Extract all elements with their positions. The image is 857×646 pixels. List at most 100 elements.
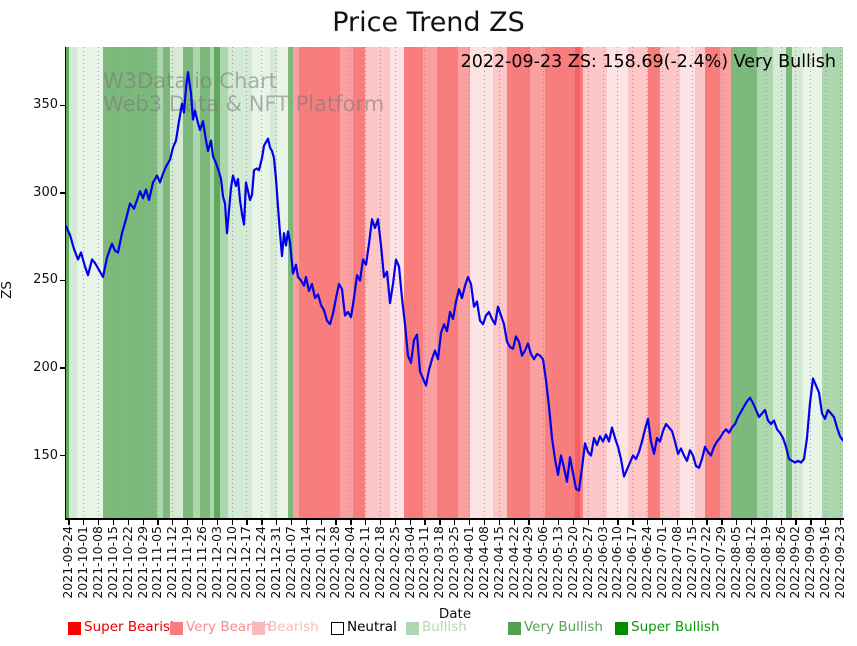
- y-tick-mark: [60, 279, 65, 282]
- x-tick-mark: [350, 520, 352, 525]
- x-tick-mark: [691, 520, 693, 525]
- gridline: [617, 47, 619, 518]
- sentiment-band: [200, 47, 210, 518]
- gridline: [424, 47, 426, 518]
- x-tick-mark: [424, 520, 426, 525]
- legend-swatch: [252, 622, 265, 635]
- sentiment-band: [193, 47, 200, 518]
- y-tick-mark: [60, 367, 65, 369]
- gridline: [68, 47, 70, 518]
- gridline: [513, 47, 515, 518]
- sentiment-band: [545, 47, 575, 518]
- gridline: [216, 47, 218, 518]
- x-tick-label: 2021-10-15: [104, 526, 120, 599]
- x-tick-label: 2022-01-14: [297, 526, 313, 599]
- x-tick-label: 2022-04-08: [475, 526, 491, 599]
- sentiment-band: [390, 47, 404, 518]
- gridline: [320, 47, 322, 518]
- x-tick-label: 2022-05-13: [550, 526, 566, 599]
- legend-swatch: [406, 622, 419, 635]
- legend-label: Super Bearish: [84, 619, 179, 635]
- x-tick-label: 2022-08-05: [728, 526, 744, 599]
- x-tick-label: 2022-02-04: [342, 526, 358, 599]
- x-tick-mark: [765, 520, 768, 525]
- x-tick-label: 2022-04-15: [490, 526, 506, 599]
- sentiment-band: [210, 47, 214, 518]
- gridline: [780, 47, 782, 518]
- x-tick-label: 2022-09-16: [817, 526, 833, 599]
- gridline: [409, 47, 411, 518]
- sentiment-band: [580, 47, 583, 518]
- x-tick-label: 2022-06-17: [624, 526, 640, 599]
- sentiment-band: [530, 47, 545, 518]
- x-tick-mark: [587, 520, 589, 525]
- sentiment-band: [792, 47, 803, 518]
- sentiment-band: [493, 47, 507, 518]
- y-tick-mark: [60, 104, 65, 107]
- x-tick-mark: [840, 520, 842, 525]
- sentiment-band: [720, 47, 731, 518]
- x-tick-label: 2022-08-12: [742, 526, 758, 599]
- gridline: [736, 47, 738, 518]
- gridline: [795, 47, 797, 518]
- x-tick-mark: [810, 520, 812, 525]
- x-tick-mark: [602, 520, 604, 525]
- x-axis-label: Date: [438, 606, 472, 622]
- sentiment-band: [773, 47, 786, 518]
- sentiment-band: [365, 47, 390, 518]
- chart-title: Price Trend ZS: [332, 7, 525, 38]
- gridline: [276, 47, 278, 518]
- sentiment-band: [648, 47, 660, 518]
- sentiment-band: [353, 47, 365, 518]
- gridline: [498, 47, 500, 518]
- price-line: [66, 71, 843, 492]
- x-tick-label: 2022-02-25: [386, 526, 402, 599]
- gridline: [706, 47, 708, 518]
- x-tick-mark: [676, 520, 679, 525]
- x-tick-mark: [365, 520, 367, 525]
- gridline: [454, 47, 456, 518]
- legend-swatch: [170, 622, 183, 635]
- sentiment-band: [288, 47, 293, 518]
- x-tick-mark: [483, 520, 486, 525]
- x-tick-mark: [617, 520, 619, 525]
- x-tick-label: 2021-10-01: [75, 526, 91, 599]
- legend-swatch: [331, 622, 344, 635]
- y-tick-label: 250: [33, 272, 58, 288]
- x-tick-mark: [157, 520, 159, 525]
- legend-label: Super Bullish: [631, 619, 720, 635]
- x-tick-label: 2021-12-17: [238, 526, 254, 599]
- gridline: [676, 47, 678, 518]
- y-tick-mark: [60, 454, 65, 457]
- x-tick-label: 2022-04-29: [520, 526, 536, 599]
- gridline: [528, 47, 530, 518]
- legend-label: Very Bearish: [186, 619, 272, 635]
- x-tick-label: 2022-09-09: [802, 526, 818, 599]
- gridline: [661, 47, 663, 518]
- x-tick-mark: [528, 520, 530, 525]
- sentiment-band: [252, 47, 270, 518]
- x-tick-label: 2022-01-07: [282, 526, 298, 599]
- gridline: [246, 47, 248, 518]
- sentiment-band: [340, 47, 353, 518]
- gridline: [721, 47, 723, 518]
- x-tick-label: 2021-11-12: [164, 526, 180, 599]
- sentiment-band: [170, 47, 183, 518]
- x-tick-mark: [142, 520, 144, 525]
- sentiment-band: [103, 47, 157, 518]
- gridline: [439, 47, 441, 518]
- y-tick-label: 300: [33, 184, 58, 200]
- x-tick-mark: [736, 520, 738, 525]
- x-tick-mark: [572, 520, 575, 525]
- sentiment-band: [157, 47, 163, 518]
- gridline: [394, 47, 396, 518]
- gridline: [112, 47, 114, 518]
- sentiment-band: [803, 47, 822, 518]
- sentiment-band: [437, 47, 458, 518]
- sentiment-band: [731, 47, 757, 518]
- x-tick-mark: [409, 520, 411, 525]
- x-tick-label: 2022-02-18: [371, 526, 387, 599]
- x-tick-mark: [379, 520, 382, 525]
- gridline: [201, 47, 203, 518]
